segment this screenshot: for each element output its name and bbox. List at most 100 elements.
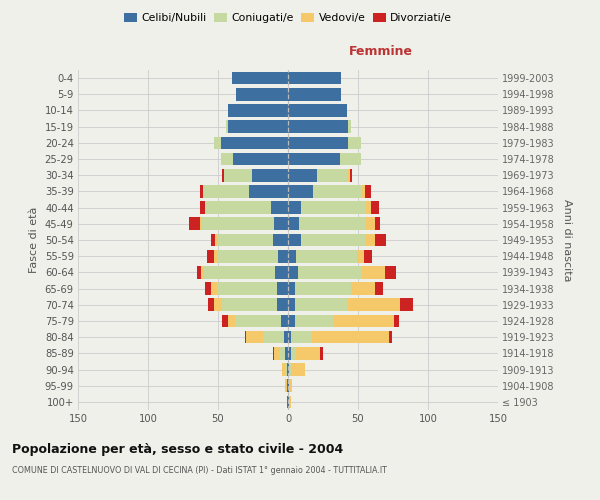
Bar — [203, 185, 249, 198]
Bar — [367, 202, 371, 214]
Bar — [351, 282, 375, 295]
Bar — [285, 363, 287, 376]
Bar — [288, 218, 299, 230]
Bar — [283, 363, 285, 376]
Bar — [288, 314, 295, 328]
Bar — [228, 314, 235, 328]
Bar — [288, 185, 313, 198]
Bar — [288, 136, 348, 149]
Bar — [215, 234, 217, 246]
Bar — [289, 380, 292, 392]
Bar — [291, 347, 296, 360]
Bar — [317, 169, 348, 181]
Bar — [232, 72, 288, 85]
Bar — [350, 169, 352, 181]
Text: COMUNE DI CASTELNUOVO DI VAL DI CECINA (PI) - Dati ISTAT 1° gennaio 2004 - TUTTI: COMUNE DI CASTELNUOVO DI VAL DI CECINA (… — [12, 466, 387, 475]
Bar — [217, 250, 278, 262]
Bar — [236, 88, 288, 101]
Bar — [285, 347, 288, 360]
Y-axis label: Fasce di età: Fasce di età — [29, 207, 39, 273]
Bar — [365, 218, 375, 230]
Bar — [201, 266, 204, 278]
Bar — [288, 396, 289, 408]
Bar — [233, 152, 288, 166]
Bar — [288, 202, 301, 214]
Bar — [217, 234, 272, 246]
Bar — [228, 104, 288, 117]
Bar — [217, 282, 277, 295]
Bar — [245, 331, 246, 344]
Bar — [340, 152, 361, 166]
Bar — [222, 169, 224, 181]
Bar — [208, 298, 214, 311]
Bar — [289, 363, 291, 376]
Bar — [214, 298, 222, 311]
Bar — [287, 363, 288, 376]
Bar — [205, 202, 271, 214]
Bar — [291, 331, 312, 344]
Bar — [400, 298, 413, 311]
Bar — [200, 202, 205, 214]
Bar — [334, 314, 394, 328]
Bar — [214, 136, 221, 149]
Bar — [224, 169, 251, 181]
Bar — [221, 152, 233, 166]
Bar — [371, 202, 379, 214]
Bar — [272, 347, 274, 360]
Bar — [226, 120, 228, 133]
Bar — [375, 282, 383, 295]
Bar — [246, 331, 263, 344]
Bar — [288, 298, 295, 311]
Bar — [288, 120, 348, 133]
Bar — [287, 396, 288, 408]
Text: Popolazione per età, sesso e stato civile - 2004: Popolazione per età, sesso e stato civil… — [12, 442, 343, 456]
Bar — [278, 250, 288, 262]
Bar — [284, 331, 288, 344]
Bar — [362, 266, 385, 278]
Bar — [211, 282, 217, 295]
Bar — [312, 331, 389, 344]
Bar — [288, 250, 296, 262]
Bar — [348, 169, 350, 181]
Bar — [289, 396, 291, 408]
Bar — [277, 282, 288, 295]
Bar — [296, 250, 356, 262]
Bar — [356, 250, 364, 262]
Bar — [288, 169, 317, 181]
Bar — [287, 380, 288, 392]
Bar — [222, 298, 277, 311]
Bar — [288, 104, 347, 117]
Bar — [365, 234, 375, 246]
Bar — [228, 120, 288, 133]
Bar — [288, 331, 291, 344]
Bar — [200, 218, 201, 230]
Bar — [288, 380, 289, 392]
Bar — [288, 266, 298, 278]
Bar — [348, 298, 400, 311]
Legend: Celibi/Nubili, Coniugati/e, Vedovi/e, Divorziati/e: Celibi/Nubili, Coniugati/e, Vedovi/e, Di… — [122, 10, 454, 25]
Bar — [214, 250, 217, 262]
Bar — [197, 266, 201, 278]
Bar — [313, 185, 362, 198]
Bar — [295, 298, 348, 311]
Bar — [204, 266, 275, 278]
Bar — [281, 314, 288, 328]
Bar — [211, 234, 215, 246]
Bar — [291, 363, 305, 376]
Bar — [235, 314, 281, 328]
Bar — [288, 363, 289, 376]
Bar — [320, 347, 323, 360]
Bar — [295, 314, 334, 328]
Bar — [288, 347, 291, 360]
Bar — [188, 218, 200, 230]
Bar — [285, 380, 287, 392]
Bar — [272, 234, 288, 246]
Text: Femmine: Femmine — [349, 45, 412, 58]
Bar — [280, 347, 285, 360]
Bar — [348, 136, 361, 149]
Bar — [277, 298, 288, 311]
Bar — [389, 331, 392, 344]
Bar — [288, 282, 295, 295]
Bar — [201, 218, 274, 230]
Bar — [375, 218, 380, 230]
